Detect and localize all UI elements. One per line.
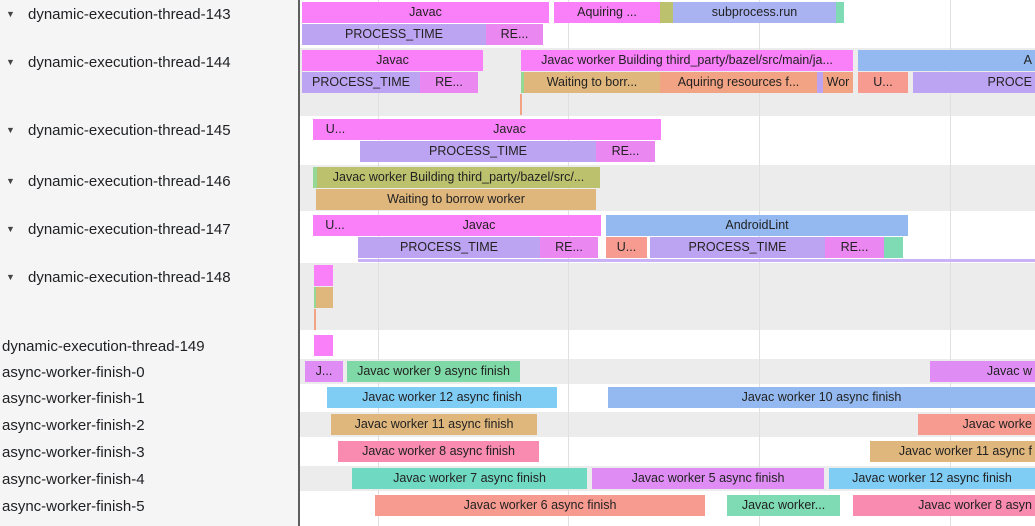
track-label-row-async-worker-finish-5[interactable]: async-worker-finish-5	[0, 495, 298, 517]
trace-slice-javac[interactable]: Javac	[302, 2, 549, 23]
trace-slice-sliver[interactable]	[520, 94, 522, 115]
track-name: dynamic-execution-thread-148	[28, 268, 231, 286]
trace-slice-sliver[interactable]	[316, 287, 333, 308]
trace-slice-u[interactable]: U...	[313, 119, 358, 140]
trace-slice-re[interactable]: RE...	[486, 24, 543, 45]
trace-slice-javac-worker[interactable]: Javac worker...	[727, 495, 840, 516]
trace-slice-sliver[interactable]	[358, 259, 1035, 262]
track-name: dynamic-execution-thread-147	[28, 220, 231, 238]
track-label-row-async-worker-finish-2[interactable]: async-worker-finish-2	[0, 414, 298, 436]
trace-slice-proce[interactable]: PROCE	[913, 72, 1035, 93]
trace-slice-javac-worker-8-async-finish[interactable]: Javac worker 8 async finish	[338, 441, 539, 462]
track-name: async-worker-finish-1	[2, 389, 145, 407]
trace-slice-javac-worker-10-async-finish[interactable]: Javac worker 10 async finish	[608, 387, 1035, 408]
timeline-canvas[interactable]: Javac Aquiring ... subprocess.run PROCESS_T…	[300, 0, 1035, 526]
track-name: dynamic-execution-thread-143	[28, 5, 231, 23]
trace-slice-re[interactable]: RE...	[540, 237, 598, 258]
trace-slice-aquiring[interactable]: Aquiring ...	[554, 2, 660, 23]
track-label-row-dynamic-execution-thread-148[interactable]: ▼ dynamic-execution-thread-148	[0, 266, 298, 288]
track-name: async-worker-finish-2	[2, 416, 145, 434]
trace-slice-process-time[interactable]: PROCESS_TIME	[358, 237, 540, 258]
trace-slice-javac-worker-5-async-finish[interactable]: Javac worker 5 async finish	[592, 468, 824, 489]
trace-slice-sliver[interactable]	[836, 2, 844, 23]
trace-slice-androidlint[interactable]: AndroidLint	[606, 215, 908, 236]
track-label-row-dynamic-execution-thread-145[interactable]: ▼ dynamic-execution-thread-145	[0, 119, 298, 141]
trace-slice-javac-worke[interactable]: Javac worke	[918, 414, 1035, 435]
trace-slice-sliver[interactable]	[660, 2, 673, 23]
track-label-row-dynamic-execution-thread-144[interactable]: ▼ dynamic-execution-thread-144	[0, 51, 298, 73]
track-name: dynamic-execution-thread-146	[28, 172, 231, 190]
trace-slice-a[interactable]: A	[858, 50, 1035, 71]
trace-slice-javac-worker-12-async-finish[interactable]: Javac worker 12 async finish	[829, 468, 1035, 489]
trace-slice-sliver[interactable]	[314, 265, 333, 286]
trace-slice-waiting-to-borr[interactable]: Waiting to borr...	[524, 72, 660, 93]
trace-slice-process-time[interactable]: PROCESS_TIME	[302, 72, 420, 93]
collapse-triangle-icon[interactable]: ▼	[6, 9, 15, 19]
track-name: async-worker-finish-5	[2, 497, 145, 515]
collapse-triangle-icon[interactable]: ▼	[6, 272, 15, 282]
track-name: dynamic-execution-thread-149	[2, 337, 205, 355]
track-name: dynamic-execution-thread-144	[28, 53, 231, 71]
trace-slice-javac-worker-9-async-finish[interactable]: Javac worker 9 async finish	[347, 361, 520, 382]
time-gridline	[759, 0, 760, 526]
track-name: async-worker-finish-3	[2, 443, 145, 461]
track-label-row-async-worker-finish-4[interactable]: async-worker-finish-4	[0, 468, 298, 490]
trace-slice-javac-worker-12-async-finish[interactable]: Javac worker 12 async finish	[327, 387, 557, 408]
trace-slice-sliver[interactable]	[313, 167, 317, 188]
trace-slice-javac[interactable]: Javac	[358, 119, 661, 140]
trace-slice-re[interactable]: RE...	[825, 237, 884, 258]
trace-slice-javac-worker-11-async-f[interactable]: Javac worker 11 async f	[870, 441, 1035, 462]
track-alternate-band	[300, 263, 1035, 330]
track-label-row-dynamic-execution-thread-146[interactable]: ▼ dynamic-execution-thread-146	[0, 170, 298, 192]
trace-slice-javac-worker-8-asyn[interactable]: Javac worker 8 asyn	[853, 495, 1035, 516]
trace-slice-u[interactable]: U...	[606, 237, 647, 258]
trace-slice-javac[interactable]: Javac	[357, 215, 601, 236]
track-name-sidebar: ▼ dynamic-execution-thread-143 ▼ dynamic-ex…	[0, 0, 300, 526]
trace-slice-javac-worker-11-async-finish[interactable]: Javac worker 11 async finish	[331, 414, 537, 435]
track-name: dynamic-execution-thread-145	[28, 121, 231, 139]
track-label-row-dynamic-execution-thread-147[interactable]: ▼ dynamic-execution-thread-147	[0, 218, 298, 240]
track-label-row-async-worker-finish-3[interactable]: async-worker-finish-3	[0, 441, 298, 463]
trace-slice-sliver[interactable]	[314, 309, 316, 330]
trace-slice-j[interactable]: J...	[305, 361, 343, 382]
trace-slice-process-time[interactable]: PROCESS_TIME	[650, 237, 825, 258]
trace-slice-javac-worker-6-async-finish[interactable]: Javac worker 6 async finish	[375, 495, 705, 516]
trace-slice-process-time[interactable]: PROCESS_TIME	[360, 141, 596, 162]
trace-slice-waiting-to-borrow-worker[interactable]: Waiting to borrow worker	[316, 189, 596, 210]
time-gridline	[378, 0, 379, 526]
collapse-triangle-icon[interactable]: ▼	[6, 125, 15, 135]
collapse-triangle-icon[interactable]: ▼	[6, 57, 15, 67]
trace-slice-javac[interactable]: Javac	[302, 50, 483, 71]
time-gridline	[568, 0, 569, 526]
trace-slice-u[interactable]: U...	[858, 72, 908, 93]
trace-slice-re[interactable]: RE...	[596, 141, 655, 162]
trace-slice-javac-worker-7-async-finish[interactable]: Javac worker 7 async finish	[352, 468, 587, 489]
trace-slice-sliver[interactable]	[521, 72, 524, 93]
trace-slice-aquiring-resources-f[interactable]: Aquiring resources f...	[660, 72, 817, 93]
trace-slice-u[interactable]: U...	[313, 215, 357, 236]
trace-slice-javac-worker-building-third-party-bazel-[interactable]: Javac worker Building third_party/bazel/…	[521, 50, 853, 71]
track-name: async-worker-finish-0	[2, 363, 145, 381]
track-label-row-dynamic-execution-thread-149[interactable]: dynamic-execution-thread-149	[0, 335, 298, 357]
track-label-row-dynamic-execution-thread-143[interactable]: ▼ dynamic-execution-thread-143	[0, 3, 298, 25]
track-label-row-async-worker-finish-1[interactable]: async-worker-finish-1	[0, 387, 298, 409]
track-label-row-async-worker-finish-0[interactable]: async-worker-finish-0	[0, 361, 298, 383]
collapse-triangle-icon[interactable]: ▼	[6, 224, 15, 234]
trace-slice-re[interactable]: RE...	[420, 72, 478, 93]
trace-slice-wor[interactable]: Wor	[823, 72, 853, 93]
trace-slice-sliver[interactable]	[884, 237, 903, 258]
track-name: async-worker-finish-4	[2, 470, 145, 488]
trace-slice-javac-worker-building-third-party-bazel-[interactable]: Javac worker Building third_party/bazel/…	[317, 167, 600, 188]
trace-slice-process-time[interactable]: PROCESS_TIME	[302, 24, 486, 45]
trace-slice-subprocess-run[interactable]: subprocess.run	[673, 2, 836, 23]
collapse-triangle-icon[interactable]: ▼	[6, 176, 15, 186]
time-gridline	[950, 0, 951, 526]
trace-slice-sliver[interactable]	[817, 72, 823, 93]
trace-slice-javac-w[interactable]: Javac w	[930, 361, 1035, 382]
trace-slice-sliver[interactable]	[314, 287, 316, 308]
trace-slice-sliver[interactable]	[314, 335, 333, 356]
